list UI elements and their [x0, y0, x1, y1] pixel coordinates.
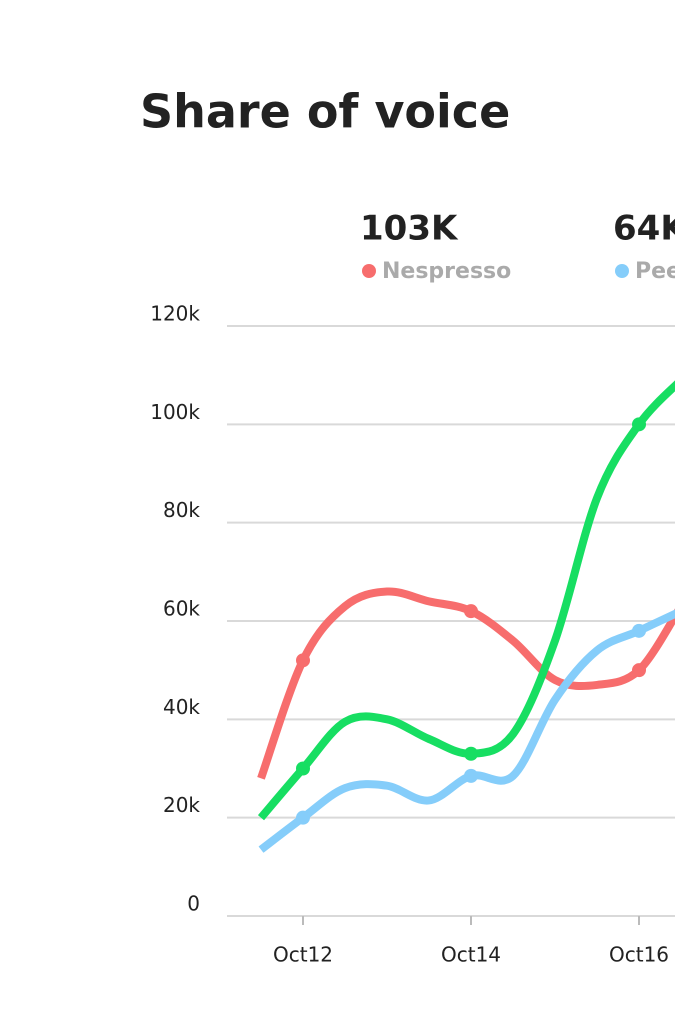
point-marker: [632, 417, 646, 432]
x-tick-label: Oct16: [609, 943, 669, 967]
point-marker: [632, 663, 646, 678]
series-line: [258, 609, 675, 853]
point-marker: [296, 653, 310, 668]
y-tick-label: 80k: [163, 498, 200, 522]
y-tick-label: 120k: [150, 302, 200, 326]
point-marker: [296, 761, 310, 776]
x-tick-label: Oct12: [273, 943, 333, 967]
series-total: 64K: [613, 209, 675, 249]
point-marker: [464, 768, 478, 783]
series-total: 103K: [360, 209, 459, 249]
legend-dot: [615, 264, 629, 278]
legend-label: Nespresso: [382, 259, 511, 284]
point-marker: [464, 746, 478, 761]
point-marker: [632, 623, 646, 638]
plot-area: [257, 380, 675, 853]
y-tick-label: 20k: [163, 793, 200, 817]
y-tick-label: 60k: [163, 597, 200, 621]
chart-title: Share of voice: [140, 85, 510, 139]
legend-dot: [362, 264, 376, 278]
y-tick-label: 0: [187, 892, 200, 916]
y-tick-label: 40k: [163, 695, 200, 719]
point-marker: [464, 604, 478, 619]
y-tick-label: 100k: [150, 400, 200, 424]
x-tick-label: Oct14: [441, 943, 501, 967]
series-line: [257, 380, 675, 821]
point-marker: [296, 810, 310, 825]
legend-label: Peet's: [635, 259, 675, 284]
